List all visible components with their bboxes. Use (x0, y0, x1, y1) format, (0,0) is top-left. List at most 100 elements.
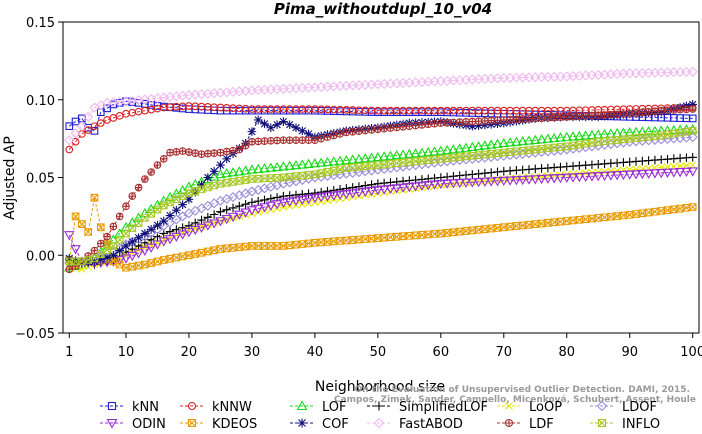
data-point-odin (234, 210, 245, 220)
data-point-simplifiedlof (323, 186, 332, 196)
data-point-lof (385, 150, 396, 160)
data-point-ldf (544, 114, 552, 122)
data-point-cof (140, 229, 150, 238)
data-point-cof (96, 255, 106, 264)
data-point-inflo (380, 160, 388, 169)
data-point-kdeos (266, 242, 275, 250)
data-point-simplifiedlof (235, 201, 244, 211)
data-point-odin (460, 178, 472, 188)
data-point-kdeos (657, 207, 666, 215)
data-point-cof (279, 117, 288, 126)
data-point-kdeos (147, 259, 156, 267)
legend-marker-loop (505, 402, 513, 410)
data-point-kdeos (613, 212, 621, 220)
data-point-cof (134, 233, 143, 242)
series-odin (64, 167, 698, 269)
data-point-lof (567, 131, 579, 141)
data-point-inflo (367, 161, 376, 170)
data-point-odin (624, 170, 635, 180)
data-point-kdeos (285, 241, 294, 250)
data-point-odin (189, 225, 201, 236)
data-point-odin (259, 203, 270, 213)
data-point-ldf (128, 192, 137, 200)
data-point-ldf (254, 137, 263, 146)
data-point-lof (473, 140, 484, 151)
legend-label-cof: COF (322, 417, 349, 432)
data-point-inflo (222, 178, 231, 187)
data-point-kdeos (115, 260, 124, 269)
legend-label-knn: kNN (132, 400, 159, 415)
data-point-simplifiedlof (222, 205, 232, 215)
data-point-inflo (159, 201, 168, 210)
data-point-odin (404, 182, 415, 193)
data-point-odin (605, 171, 617, 181)
data-point-inflo (96, 250, 105, 259)
data-point-inflo (657, 131, 666, 140)
legend-label-inflo: INFLO (622, 417, 660, 432)
data-point-kdeos (575, 215, 584, 224)
data-point-kdeos (499, 223, 508, 232)
data-point-inflo (669, 129, 678, 138)
data-point-ldf (481, 117, 489, 125)
x-tick-label: 70 (496, 345, 513, 360)
watermark-line-2: On the Evaluation of Unsupervised Outlie… (355, 385, 690, 395)
data-point-inflo (588, 138, 596, 147)
y-tick-label: 0.00 (26, 249, 55, 264)
data-point-odin (353, 188, 365, 198)
data-point-kdeos (531, 220, 540, 228)
data-point-kdeos (141, 260, 149, 269)
legend-label-lof: LOF (322, 400, 347, 415)
data-point-inflo (474, 151, 483, 159)
data-point-kdeos (222, 244, 231, 253)
data-point-ldf (606, 110, 615, 119)
data-point-simplifiedlof (253, 196, 263, 206)
data-point-ldf (103, 232, 111, 241)
data-point-odin (618, 170, 629, 181)
data-point-simplifiedlof (140, 238, 150, 248)
data-point-odin (145, 243, 157, 253)
data-point-lof (252, 163, 264, 173)
data-point-inflo (311, 170, 319, 179)
data-point-ldf (613, 110, 621, 119)
data-point-ldf (619, 110, 628, 118)
x-tick-label: 20 (181, 345, 198, 360)
data-point-kdeos (588, 214, 596, 223)
data-point-simplifiedlof (449, 171, 458, 181)
data-point-ldf (304, 136, 313, 144)
data-point-ldf (386, 124, 395, 132)
data-point-lof (234, 166, 245, 176)
legend-item-cof: COF (290, 417, 349, 432)
data-point-kdeos (159, 256, 168, 264)
data-point-odin (303, 194, 314, 205)
data-point-kdeos (518, 221, 527, 230)
data-point-simplifiedlof (493, 167, 502, 177)
data-point-kdeos (84, 228, 93, 236)
data-point-ldf (411, 121, 420, 130)
data-point-lof (435, 145, 447, 155)
x-axis: 1 10 20 30 40 50 60 70 80 90 100 (65, 333, 702, 360)
data-point-ldf (336, 130, 344, 138)
legend-marker-simplifiedlof (374, 401, 384, 411)
data-point-lof (523, 135, 535, 145)
data-point-knnw (90, 122, 99, 131)
data-point-lof (215, 168, 226, 179)
data-point-inflo (436, 154, 445, 163)
data-point-knn (688, 114, 697, 123)
data-point-inflo (134, 219, 143, 227)
data-point-cof (159, 216, 169, 226)
data-point-kdeos (600, 213, 609, 222)
data-point-odin (120, 254, 132, 264)
legend-label-loop: LoOP (529, 400, 562, 415)
data-point-lof (460, 142, 472, 152)
legend-marker-fastabod (373, 417, 385, 429)
data-point-ldf (462, 118, 470, 126)
data-point-cof (209, 166, 219, 176)
data-point-ldf (355, 127, 363, 135)
y-axis-label: Adjusted AP (2, 136, 18, 220)
data-point-kdeos (669, 205, 678, 214)
data-point-kdeos (411, 231, 420, 240)
data-point-inflo (544, 144, 552, 153)
data-point-cof (203, 173, 213, 182)
data-point-kdeos (436, 229, 445, 238)
data-point-ldf (191, 149, 200, 157)
